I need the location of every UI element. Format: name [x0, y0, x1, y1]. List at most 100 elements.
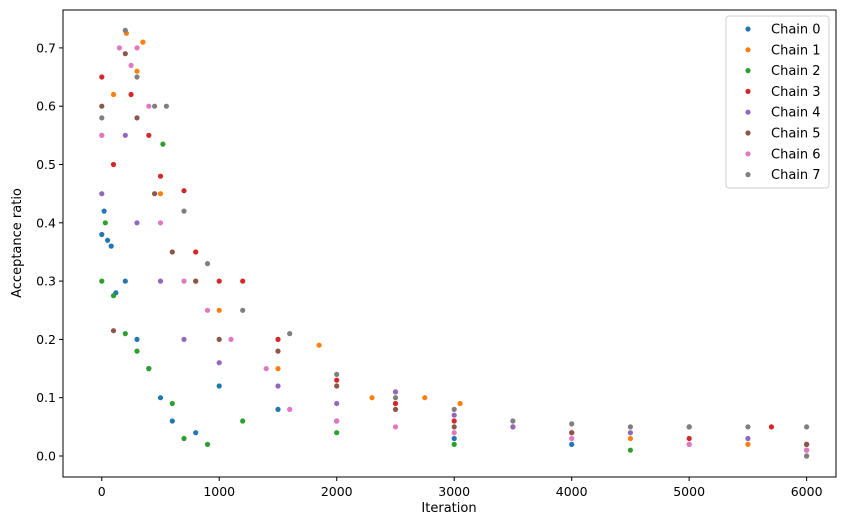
data-point [140, 39, 146, 45]
x-axis: 0 1000 2000 3000 4000 5000 6000 [98, 477, 823, 499]
data-point [451, 412, 457, 418]
data-point [108, 243, 114, 249]
data-point [240, 418, 246, 424]
legend-label: Chain 7 [771, 168, 821, 183]
data-point [157, 220, 164, 226]
data-point [99, 191, 105, 197]
data-point [110, 328, 117, 334]
data-point [451, 435, 457, 442]
data-point [216, 307, 222, 313]
data-point [216, 360, 222, 366]
data-point [157, 278, 164, 284]
series-chain-2 [99, 141, 810, 459]
data-point [745, 435, 751, 442]
data-point [627, 447, 634, 453]
data-point [392, 424, 399, 430]
data-point [451, 406, 457, 412]
data-point [101, 208, 107, 214]
data-point [146, 103, 152, 109]
data-point [99, 278, 105, 284]
data-point [110, 91, 117, 98]
x-tick-label: 1000 [203, 484, 235, 499]
data-point [804, 441, 810, 447]
x-axis-label: Iteration [421, 501, 476, 516]
data-point [745, 441, 751, 447]
plot-frame [62, 9, 837, 478]
data-point [122, 132, 128, 138]
data-point [157, 191, 164, 197]
data-point [263, 366, 269, 372]
data-point [686, 435, 692, 442]
data-point [160, 141, 166, 147]
data-point [181, 435, 187, 442]
y-axis: 0.0 0.1 0.2 0.3 0.4 0.5 0.6 0.7 [36, 40, 63, 464]
data-point [99, 115, 105, 121]
data-point [627, 430, 634, 436]
y-tick-label: 0.6 [36, 99, 56, 114]
data-point [392, 395, 399, 401]
data-point [128, 91, 134, 98]
data-point [193, 249, 199, 255]
x-tick-label: 6000 [791, 484, 823, 499]
legend-marker [745, 130, 751, 136]
data-point [169, 249, 175, 255]
y-tick-label: 0.0 [36, 449, 56, 464]
data-point [569, 421, 575, 427]
data-point [334, 383, 340, 389]
data-point [102, 220, 108, 226]
legend-label: Chain 0 [771, 23, 821, 38]
x-tick-label: 4000 [556, 484, 588, 499]
data-point [457, 400, 463, 407]
data-point [228, 336, 234, 342]
series-chain-4 [99, 132, 810, 447]
data-point [287, 331, 293, 337]
data-point [181, 188, 187, 194]
data-point [216, 383, 222, 389]
data-point [334, 400, 340, 407]
data-point [204, 261, 211, 267]
data-point [157, 395, 164, 401]
data-point [422, 395, 428, 401]
data-point [105, 237, 111, 243]
data-point [134, 68, 140, 74]
legend-marker [745, 26, 751, 32]
data-point [152, 103, 158, 109]
data-point [181, 336, 187, 342]
data-point [110, 293, 117, 299]
data-point [152, 191, 158, 197]
x-tick-label: 2000 [321, 484, 353, 499]
data-point [569, 435, 575, 442]
data-point [240, 278, 246, 284]
data-point [146, 366, 152, 372]
legend-marker [745, 88, 751, 94]
data-point [169, 400, 175, 407]
data-point [134, 74, 140, 80]
data-point [216, 336, 222, 342]
y-tick-label: 0.1 [36, 390, 56, 405]
data-point [204, 441, 211, 447]
plot-points [99, 27, 810, 459]
data-point [804, 424, 810, 430]
data-point [193, 278, 199, 284]
data-point [181, 208, 187, 214]
legend-label: Chain 2 [771, 64, 821, 79]
data-point [686, 424, 692, 430]
data-point [134, 336, 140, 342]
data-point [134, 220, 140, 226]
data-point [181, 278, 187, 284]
y-axis-label: Acceptance ratio [10, 188, 25, 298]
legend-label: Chain 4 [771, 106, 821, 121]
data-point [316, 342, 322, 348]
y-tick-label: 0.4 [36, 215, 56, 230]
legend-marker [745, 109, 751, 115]
data-point [128, 62, 134, 68]
data-point [745, 424, 751, 430]
data-point [122, 331, 128, 337]
data-point [451, 441, 457, 447]
data-point [110, 161, 117, 168]
data-point [627, 424, 634, 430]
data-point [275, 383, 281, 389]
data-point [451, 430, 457, 436]
data-point [99, 231, 105, 238]
legend-marker [745, 172, 751, 178]
